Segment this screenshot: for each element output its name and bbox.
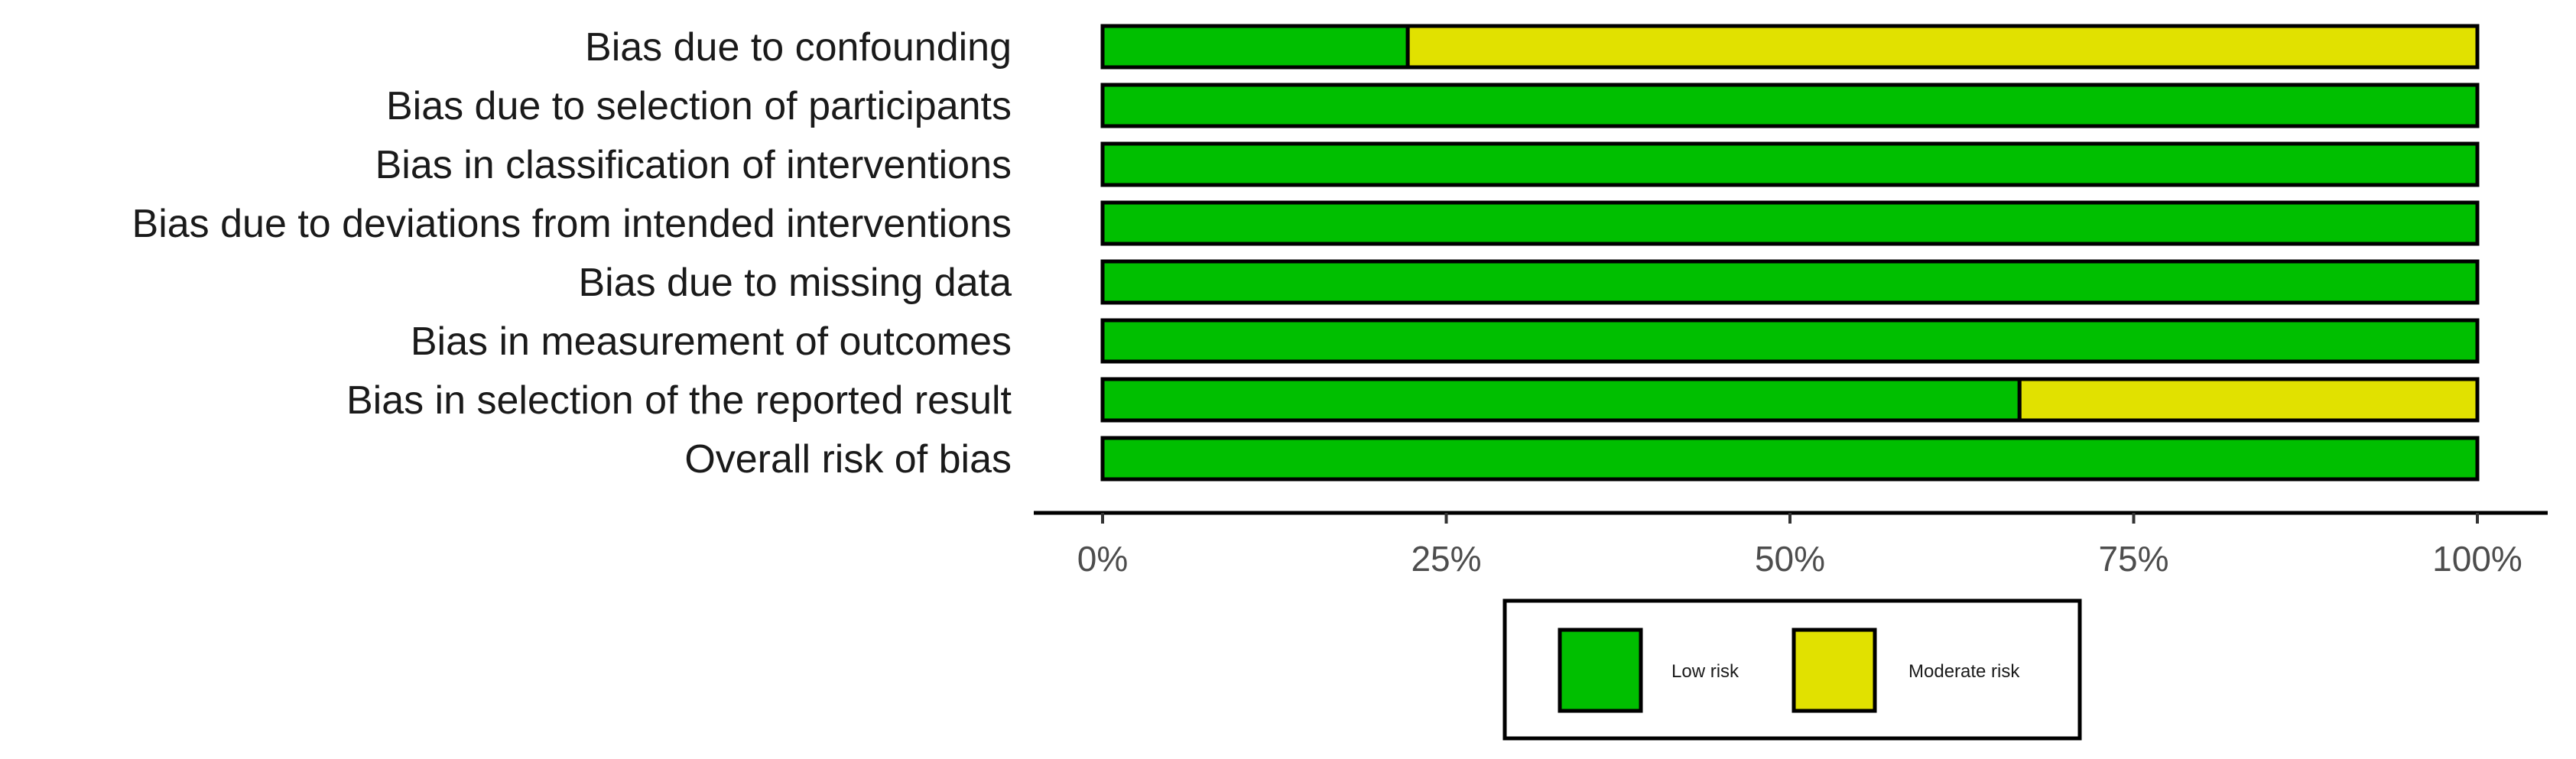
category-label-overall-risk-of-bias: Overall risk of bias [684,437,1012,482]
bar-low-risk-3 [1100,141,2480,187]
legend-label-moderate-risk: Moderate risk [1908,661,2020,682]
bar-moderate-risk-1 [1405,24,2480,70]
bar-moderate-risk-7 [2017,377,2480,423]
x-tick-label-50: 50% [1755,539,1825,579]
category-labels: Bias due to confounding Bias due to selec… [132,25,1012,482]
legend-swatch-low-risk [1558,628,1643,713]
legend-label-low-risk: Low risk [1671,661,1740,682]
bar-low-risk-7 [1100,377,2022,423]
x-tick-label-75: 75% [2098,539,2168,579]
legend: Low risk Moderate risk [1502,598,2082,741]
category-label-bias-due-to-confounding: Bias due to confounding [585,25,1012,70]
category-label-bias-in-measurement-of-outcomes: Bias in measurement of outcomes [411,319,1012,364]
category-label-bias-in-selection-of-the-reported-result: Bias in selection of the reported result [346,378,1012,423]
x-tick-label-25: 25% [1411,539,1481,579]
x-tick-label-100: 100% [2432,539,2522,579]
legend-swatch-moderate-risk [1792,628,1877,713]
bars [1100,24,2480,482]
category-label-bias-due-to-selection-of-participants: Bias due to selection of participants [386,84,1012,128]
x-axis-ticks: 0% 25% 50% 75% 100% [1077,513,2522,579]
bar-low-risk-1 [1100,24,1410,70]
bar-low-risk-4 [1100,200,2480,246]
bar-low-risk-2 [1100,83,2480,128]
category-label-bias-due-to-deviations-from-intended-interventions: Bias due to deviations from intended int… [132,202,1012,246]
bar-low-risk-8 [1100,436,2480,482]
bar-low-risk-6 [1100,318,2480,364]
category-label-bias-in-classification-of-interventions: Bias in classification of interventions [375,143,1012,187]
category-label-bias-due-to-missing-data: Bias due to missing data [578,261,1012,305]
bar-low-risk-5 [1100,259,2480,305]
x-tick-label-0: 0% [1077,539,1128,579]
